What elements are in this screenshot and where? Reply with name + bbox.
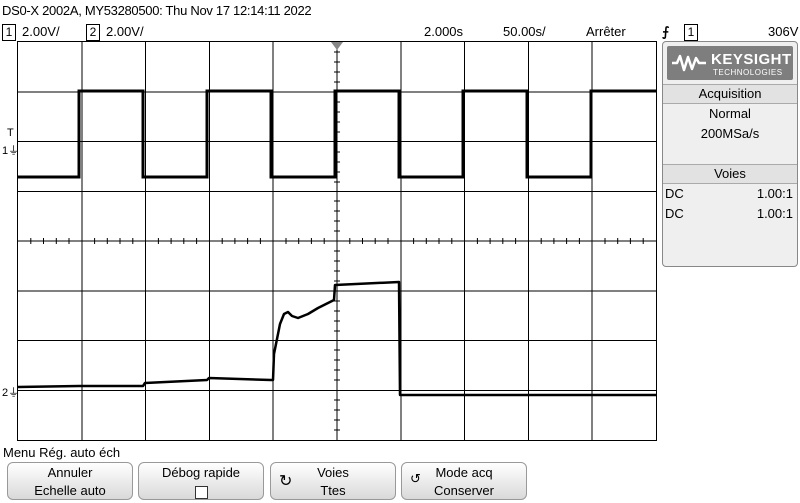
trigger-level-marker: T (7, 127, 14, 139)
rising-edge-trigger-icon: ⨍ (662, 24, 670, 39)
channel-1-ground-marker[interactable]: 1⏚ (2, 145, 20, 157)
trigger-position-marker (331, 42, 343, 50)
ground-icon: ⏚ (8, 387, 20, 399)
channel-1-scale[interactable]: 1 2.00V/ (2, 22, 60, 42)
acq-mode-button[interactable]: ↺ Mode acq Conserver (401, 462, 527, 500)
rotate-knob-icon: ↻ (279, 473, 293, 490)
channel-2-number: 2 (86, 24, 100, 42)
sample-rate: 200MSa/s (700, 126, 760, 141)
channel-1-trace (18, 89, 656, 179)
keysight-wave-icon (672, 54, 706, 72)
ground-icon: ⏚ (8, 145, 20, 157)
fast-debug-button[interactable]: Débog rapide (138, 462, 264, 500)
waveform-graticule (18, 42, 656, 440)
time-scale[interactable]: 50.00s/ (503, 24, 546, 39)
channel-1-number: 1 (2, 24, 16, 42)
window-title: DS0-X 2002A, MY53280500: Thu Nov 17 12:1… (2, 3, 312, 18)
keysight-logo: KEYSIGHT TECHNOLOGIES (667, 46, 793, 80)
channel-2-trace (18, 280, 656, 397)
title-bar: DS0-X 2002A, MY53280500: Thu Nov 17 12:1… (0, 0, 800, 22)
fast-debug-checkbox[interactable] (194, 486, 208, 499)
menu-title: Menu Rég. auto éch (3, 445, 121, 460)
channels-button[interactable]: ↻ Voies Ttes (270, 462, 396, 500)
acquisition-header: Acquisition (663, 84, 797, 104)
trigger-level[interactable]: 306V (768, 24, 799, 39)
undo-autoscale-button[interactable]: Annuler Echelle auto (7, 462, 133, 500)
trigger-source[interactable]: 1 (684, 22, 704, 42)
info-panel: KEYSIGHT TECHNOLOGIES Acquisition Normal… (662, 41, 798, 267)
channels-header: Voies (663, 164, 797, 184)
waveform-display[interactable] (17, 41, 657, 441)
acquisition-mode: Normal (709, 106, 751, 121)
channel-2-ground-marker[interactable]: 2⏚ (2, 387, 20, 399)
channel-2-scale[interactable]: 2 2.00V/ (86, 22, 144, 42)
undo-icon: ↺ (410, 471, 421, 486)
status-row: 1 2.00V/ 2 2.00V/ 2.000s 50.00s/ Arrêter ⨍… (0, 22, 800, 42)
time-delay[interactable]: 2.000s (424, 24, 464, 39)
run-state[interactable]: Arrêter (586, 24, 626, 39)
